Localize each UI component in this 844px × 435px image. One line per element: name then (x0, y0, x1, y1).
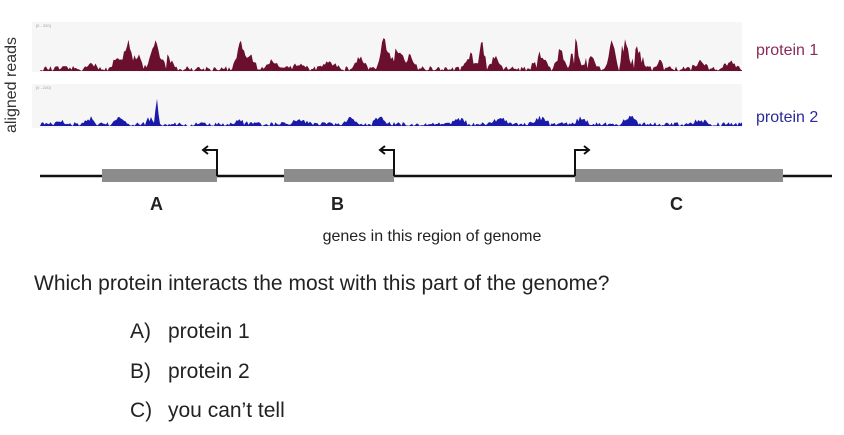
gene-B-label: B (331, 194, 344, 214)
gene-B-box (284, 169, 394, 182)
question-text: Which protein interacts the most with th… (34, 272, 610, 295)
gene-B-tss-arrow (378, 145, 395, 176)
option-c-text: you can’t tell (168, 399, 285, 422)
track-2-label: protein 2 (756, 109, 819, 126)
option-c-key: C) (130, 399, 153, 422)
gene-C-box (575, 169, 783, 182)
track-1-scale: [0 - 220] (36, 23, 51, 28)
gene-C-tss-arrow (574, 145, 591, 176)
option-b[interactable]: B) protein 2 (130, 360, 250, 384)
protein-2-signal (40, 98, 742, 126)
protein-1-signal (40, 38, 742, 71)
option-c[interactable]: C) you can’t tell (130, 399, 285, 423)
gene-A-label: A (150, 194, 163, 214)
figure-caption: genes in this region of genome (322, 228, 542, 245)
option-b-key: B) (130, 360, 151, 383)
gene-A-tss-arrow (201, 145, 218, 176)
track-2-scale: [0 - 220] (36, 85, 51, 90)
option-b-text: protein 2 (168, 360, 250, 383)
option-a-key: A) (130, 320, 151, 343)
tracks-svg: [0 - 220] [0 - 220] (36, 23, 832, 182)
option-a-text: protein 1 (168, 320, 250, 343)
option-a[interactable]: A) protein 1 (130, 320, 250, 344)
gene-C-label: C (670, 194, 683, 214)
track-1-label: protein 1 (756, 42, 819, 59)
gene-A-box (102, 169, 217, 182)
genome-browser-figure: aligned reads [0 - 220] [0 - 220] p (3, 22, 832, 214)
